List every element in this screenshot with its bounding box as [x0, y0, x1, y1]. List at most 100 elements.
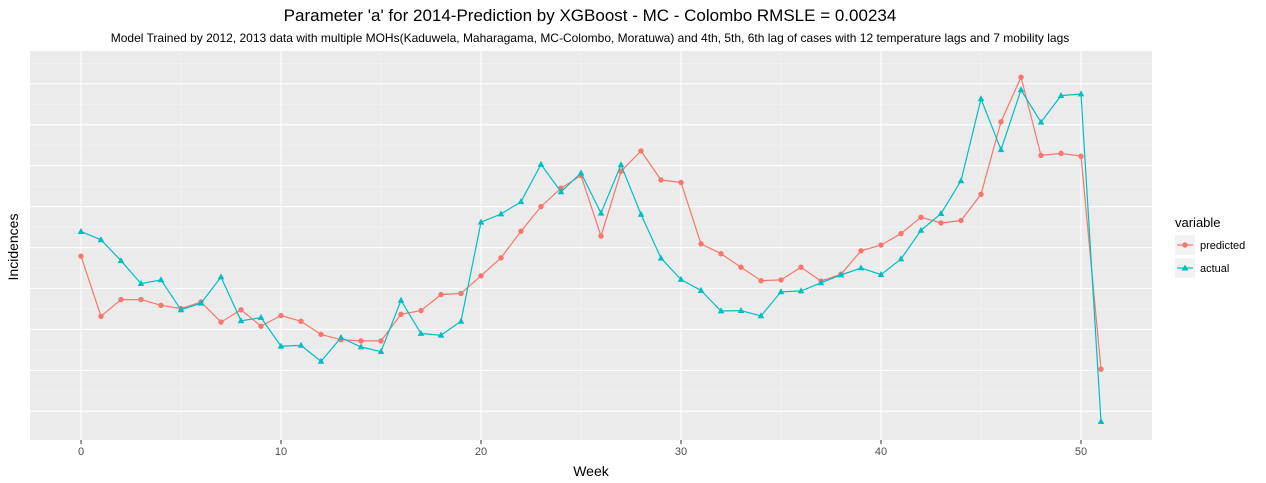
data-point-actual: [1037, 118, 1045, 125]
data-point-predicted: [858, 248, 864, 254]
data-point-actual: [557, 188, 565, 195]
data-point-actual: [617, 161, 625, 168]
data-point-predicted: [738, 264, 744, 270]
data-point-actual: [757, 312, 765, 319]
legend-label-predicted: predicted: [1200, 240, 1245, 252]
data-point-actual: [677, 275, 685, 282]
data-point-predicted: [458, 290, 464, 297]
legend-marker-predicted: [1182, 242, 1188, 248]
data-point-predicted: [78, 253, 84, 259]
data-point-actual: [237, 317, 245, 324]
legend-item-actual: actual: [1175, 258, 1229, 278]
data-point-actual: [857, 264, 865, 271]
data-point-actual: [177, 306, 185, 313]
data-point-predicted: [118, 296, 124, 303]
data-point-actual: [137, 280, 145, 286]
plot-panel: [30, 51, 1152, 440]
data-point-predicted: [878, 242, 884, 248]
data-point-actual: [417, 329, 425, 336]
data-point-actual: [197, 299, 205, 306]
data-point-predicted: [358, 338, 364, 344]
data-point-actual: [837, 271, 845, 278]
grid-lines: [30, 51, 1152, 440]
x-tick-label: 20: [475, 446, 487, 458]
data-point-actual: [217, 273, 225, 280]
data-point-actual: [717, 307, 725, 314]
data-point-actual: [477, 218, 485, 225]
data-point-actual: [297, 341, 305, 348]
data-point-predicted: [958, 217, 964, 224]
data-point-actual: [937, 210, 945, 216]
chart-subtitle: Model Trained by 2012, 2013 data with mu…: [111, 31, 1070, 45]
legend-label-actual: actual: [1200, 263, 1229, 275]
data-point-actual: [497, 210, 505, 217]
data-point-predicted: [258, 323, 264, 329]
x-tick-label: 10: [275, 446, 287, 458]
series-line-predicted: [80, 75, 1102, 370]
data-point-predicted: [1018, 74, 1024, 80]
x-tick-label: 50: [1075, 446, 1087, 458]
data-point-predicted: [518, 228, 524, 234]
data-point-actual: [1017, 86, 1025, 93]
data-point-predicted: [218, 319, 224, 325]
data-point-predicted: [898, 230, 904, 237]
data-point-predicted: [718, 250, 724, 257]
data-point-predicted: [698, 241, 704, 247]
data-point-predicted: [1058, 150, 1064, 157]
data-point-actual: [1097, 418, 1105, 424]
data-point-actual: [957, 177, 965, 184]
legend-title: variable: [1175, 215, 1221, 230]
data-point-predicted: [298, 318, 304, 324]
data-point-actual: [977, 95, 985, 102]
data-point-actual: [337, 334, 345, 340]
data-point-actual: [917, 226, 925, 233]
data-point-predicted: [478, 273, 484, 279]
data-point-actual: [1077, 90, 1085, 97]
data-point-predicted: [378, 338, 384, 344]
data-point-actual: [357, 343, 365, 350]
series-layer: [77, 74, 1105, 424]
data-point-actual: [97, 236, 105, 243]
data-point-actual: [777, 288, 785, 295]
data-point-predicted: [438, 291, 444, 298]
data-point-predicted: [658, 177, 664, 183]
x-axis-label: Week: [573, 463, 610, 479]
data-point-predicted: [238, 307, 244, 313]
data-point-actual: [377, 348, 385, 354]
x-axis-ticks: 0 10 20 30 40 50: [78, 440, 1087, 458]
data-point-predicted: [398, 311, 404, 317]
data-point-actual: [737, 307, 745, 313]
data-point-actual: [437, 331, 445, 338]
data-point-predicted: [758, 278, 764, 284]
data-point-actual: [797, 287, 805, 294]
data-point-actual: [877, 271, 885, 277]
data-point-predicted: [638, 148, 644, 154]
series-predicted: [78, 74, 1104, 372]
data-point-predicted: [978, 191, 984, 198]
data-point-predicted: [278, 312, 284, 319]
data-point-actual: [577, 169, 585, 176]
data-point-actual: [657, 254, 665, 261]
data-point-predicted: [918, 214, 924, 220]
legend-marker-actual: [1181, 264, 1189, 271]
data-point-predicted: [618, 168, 624, 175]
data-point-predicted: [598, 233, 604, 239]
x-tick-label: 40: [875, 446, 887, 458]
data-point-predicted: [798, 264, 804, 270]
data-point-actual: [117, 257, 125, 264]
data-point-predicted: [538, 203, 544, 210]
data-point-predicted: [318, 331, 324, 338]
x-tick-label: 0: [78, 446, 84, 458]
data-point-actual: [77, 228, 85, 234]
data-point-predicted: [1038, 152, 1044, 159]
data-point-actual: [537, 160, 545, 167]
data-point-predicted: [138, 296, 144, 303]
series-line-actual: [80, 88, 1102, 422]
data-point-actual: [637, 210, 645, 217]
data-point-actual: [697, 286, 705, 293]
legend-item-predicted: predicted: [1175, 235, 1245, 255]
data-point-actual: [157, 276, 165, 283]
data-point-predicted: [158, 302, 164, 308]
data-point-predicted: [1098, 366, 1104, 372]
data-point-predicted: [678, 179, 684, 186]
